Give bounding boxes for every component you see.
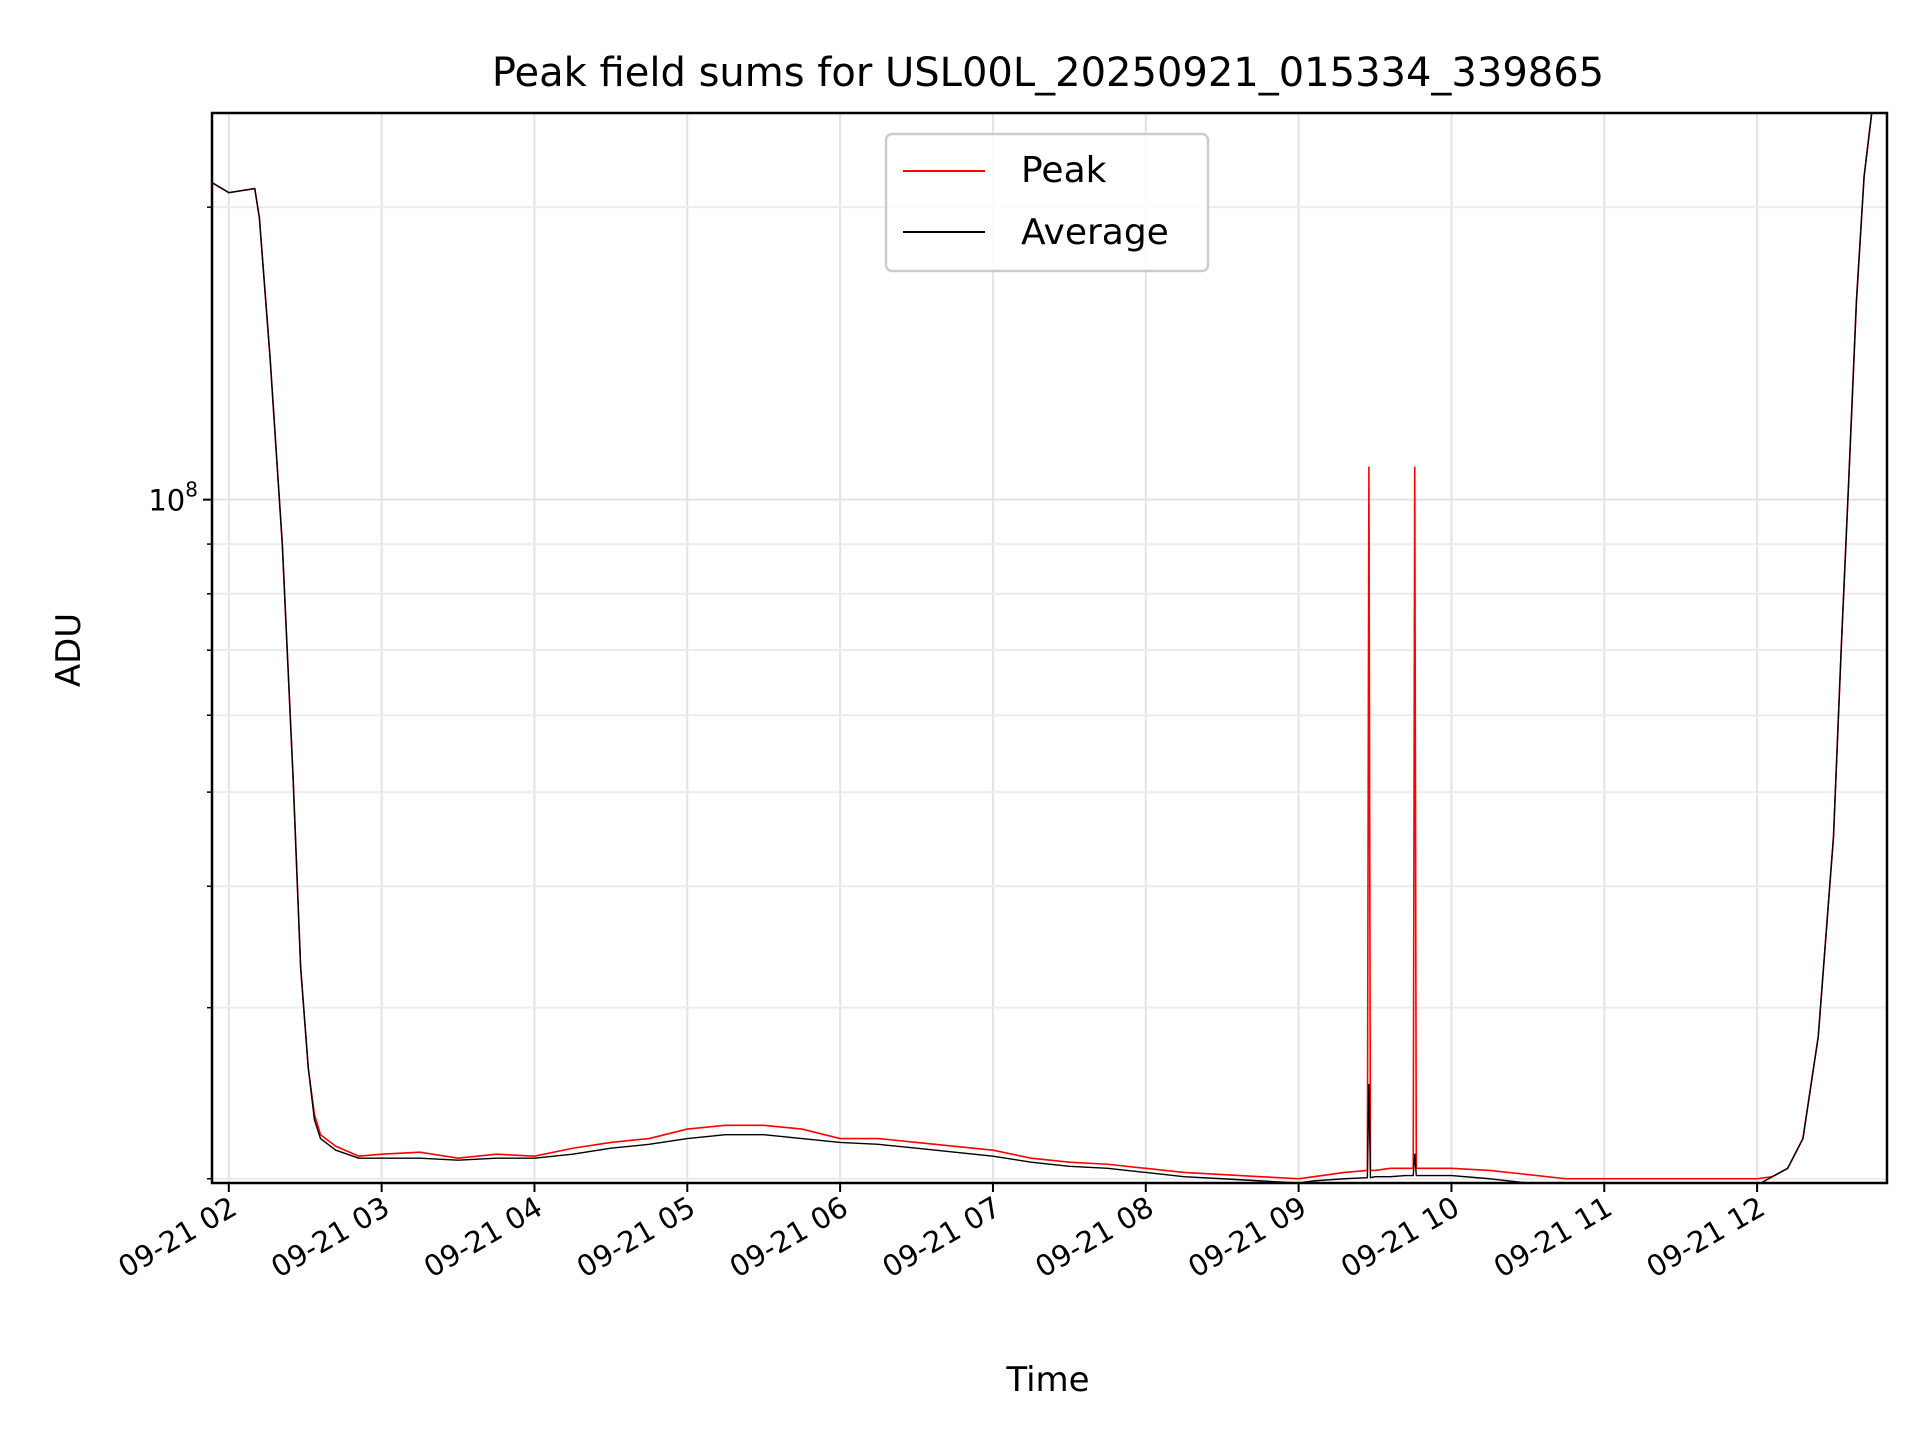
legend-label-peak: Peak — [1021, 150, 1107, 191]
plot-frame — [210, 111, 1889, 1185]
y-tick-label-exponent: 8 — [185, 478, 198, 502]
legend-label-average: Average — [1021, 212, 1169, 253]
chart-title: Peak field sums for USL00L_20250921_0153… — [492, 50, 1604, 96]
y-tick-label: 108 — [148, 478, 198, 518]
legend: Peak Average — [884, 132, 1210, 273]
y-axis-label: ADU — [49, 613, 89, 687]
legend-box — [884, 132, 1210, 273]
gridlines — [212, 113, 1887, 1183]
series-line-peak — [212, 113, 1873, 1180]
x-axis-label: Time — [1005, 1360, 1089, 1400]
series-line-average — [212, 113, 1873, 1183]
y-tick-label-base: 10 — [148, 484, 185, 518]
series-lines — [212, 113, 1873, 1183]
